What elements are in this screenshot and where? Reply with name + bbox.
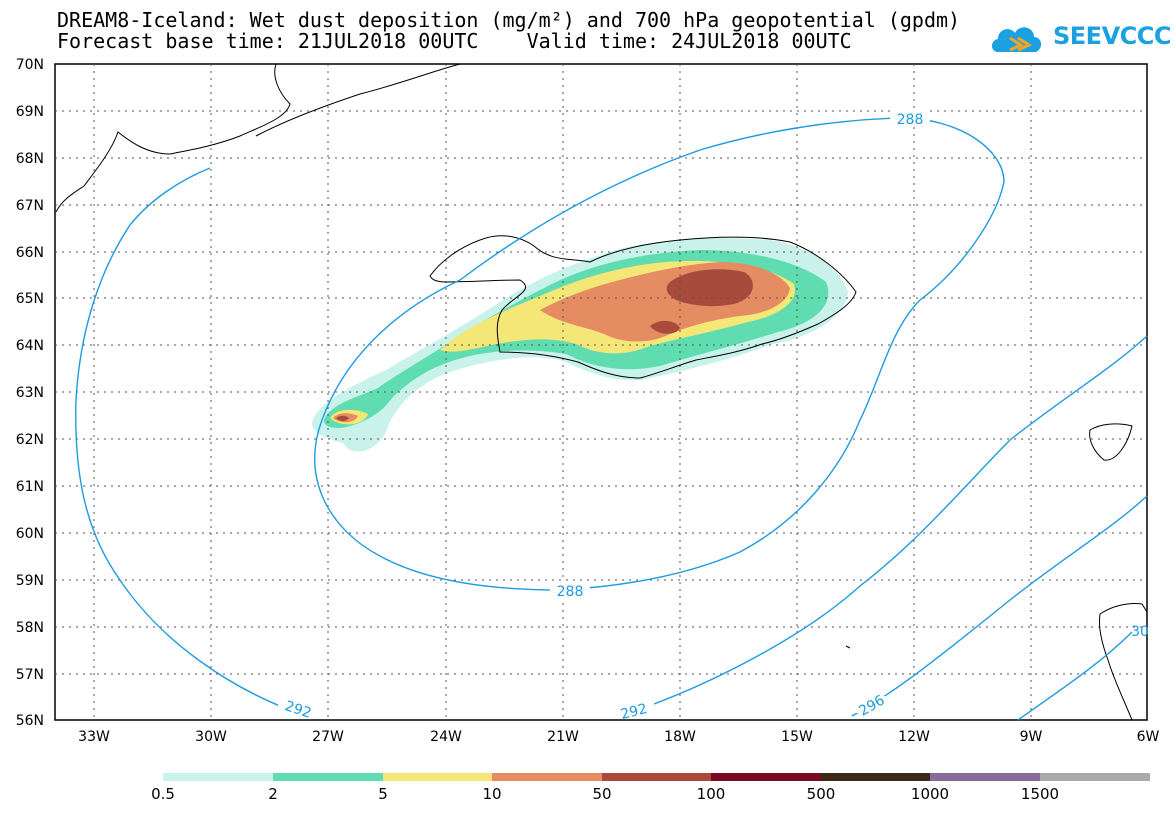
lat-label: 70N [16, 57, 44, 73]
lat-label: 67N [16, 198, 44, 214]
geopotential-contours [75, 117, 1148, 721]
colorbar-labels: 0.5 2 5 10 50 100 500 1000 1500 [151, 785, 1059, 803]
colorbar-swatch [930, 773, 1040, 781]
colorbar [163, 773, 1150, 781]
cloud-logo-icon [992, 27, 1042, 52]
lat-label: 60N [16, 526, 44, 542]
logo-text: SEEVCCC [1053, 22, 1172, 50]
lat-label: 64N [16, 338, 44, 354]
iceland-coast [429, 235, 857, 379]
colorbar-label: 2 [268, 785, 278, 803]
faroe-islands [1089, 423, 1133, 461]
latitude-labels: 70N 69N 68N 67N 66N 65N 64N 63N 62N 61N … [16, 57, 44, 729]
map-subtitle: Forecast base time: 21JUL2018 00UTC Vali… [57, 29, 852, 53]
lat-label: 68N [16, 151, 44, 167]
colorbar-swatch [383, 773, 492, 781]
map-title: DREAM8-Iceland: Wet dust deposition (mg/… [57, 8, 961, 32]
lon-label: 30W [195, 729, 227, 745]
colorbar-swatch [492, 773, 602, 781]
lat-label: 69N [16, 104, 44, 120]
colorbar-swatch [273, 773, 383, 781]
lon-label: 15W [781, 729, 813, 745]
lat-label: 62N [16, 432, 44, 448]
lat-label: 63N [16, 385, 44, 401]
contour-label: 292 [619, 701, 649, 723]
lon-label: 21W [547, 729, 579, 745]
coastlines [55, 63, 1148, 721]
colorbar-label: 50 [592, 785, 611, 803]
longitude-labels: 33W 30W 27W 24W 21W 18W 15W 12W 9W 6W [78, 729, 1159, 745]
scotland-coast [1099, 603, 1148, 721]
lat-label: 65N [16, 291, 44, 307]
lat-label: 58N [16, 620, 44, 636]
colorbar-label: 1000 [911, 785, 949, 803]
lon-label: 9W [1020, 729, 1043, 745]
lat-label: 61N [16, 479, 44, 495]
colorbar-label: 5 [378, 785, 388, 803]
map-grid [54, 63, 1148, 721]
contour-288-outer [314, 117, 1005, 591]
lat-label: 66N [16, 245, 44, 261]
colorbar-label: 500 [807, 785, 836, 803]
colorbar-swatch [602, 773, 711, 781]
lon-label: 24W [430, 729, 462, 745]
contour-300 [1017, 631, 1133, 721]
lat-label: 57N [16, 667, 44, 683]
colorbar-swatch [1040, 773, 1150, 781]
lon-label: 27W [312, 729, 344, 745]
lon-label: 33W [78, 729, 110, 745]
contour-296 [851, 495, 1148, 717]
greenland-coast [55, 63, 291, 213]
lon-label: 12W [898, 729, 930, 745]
lon-label: 18W [664, 729, 696, 745]
contour-292 [75, 167, 307, 717]
contour-label: 288 [897, 112, 924, 128]
lon-label: 6W [1137, 729, 1160, 745]
colorbar-label: 10 [482, 785, 501, 803]
colorbar-label: 1500 [1021, 785, 1059, 803]
contour-label: 292 [283, 698, 313, 721]
lat-label: 56N [16, 713, 44, 729]
colorbar-swatch [711, 773, 821, 781]
contour-label-group: 288 288 292 292 296 30 [278, 110, 1149, 723]
colorbar-swatch [163, 773, 273, 781]
contour-label: 288 [557, 584, 584, 600]
lat-label: 59N [16, 573, 44, 589]
colorbar-swatch [821, 773, 930, 781]
contour-label: 30 [1131, 624, 1149, 640]
colorbar-label: 0.5 [151, 785, 175, 803]
colorbar-label: 100 [697, 785, 726, 803]
